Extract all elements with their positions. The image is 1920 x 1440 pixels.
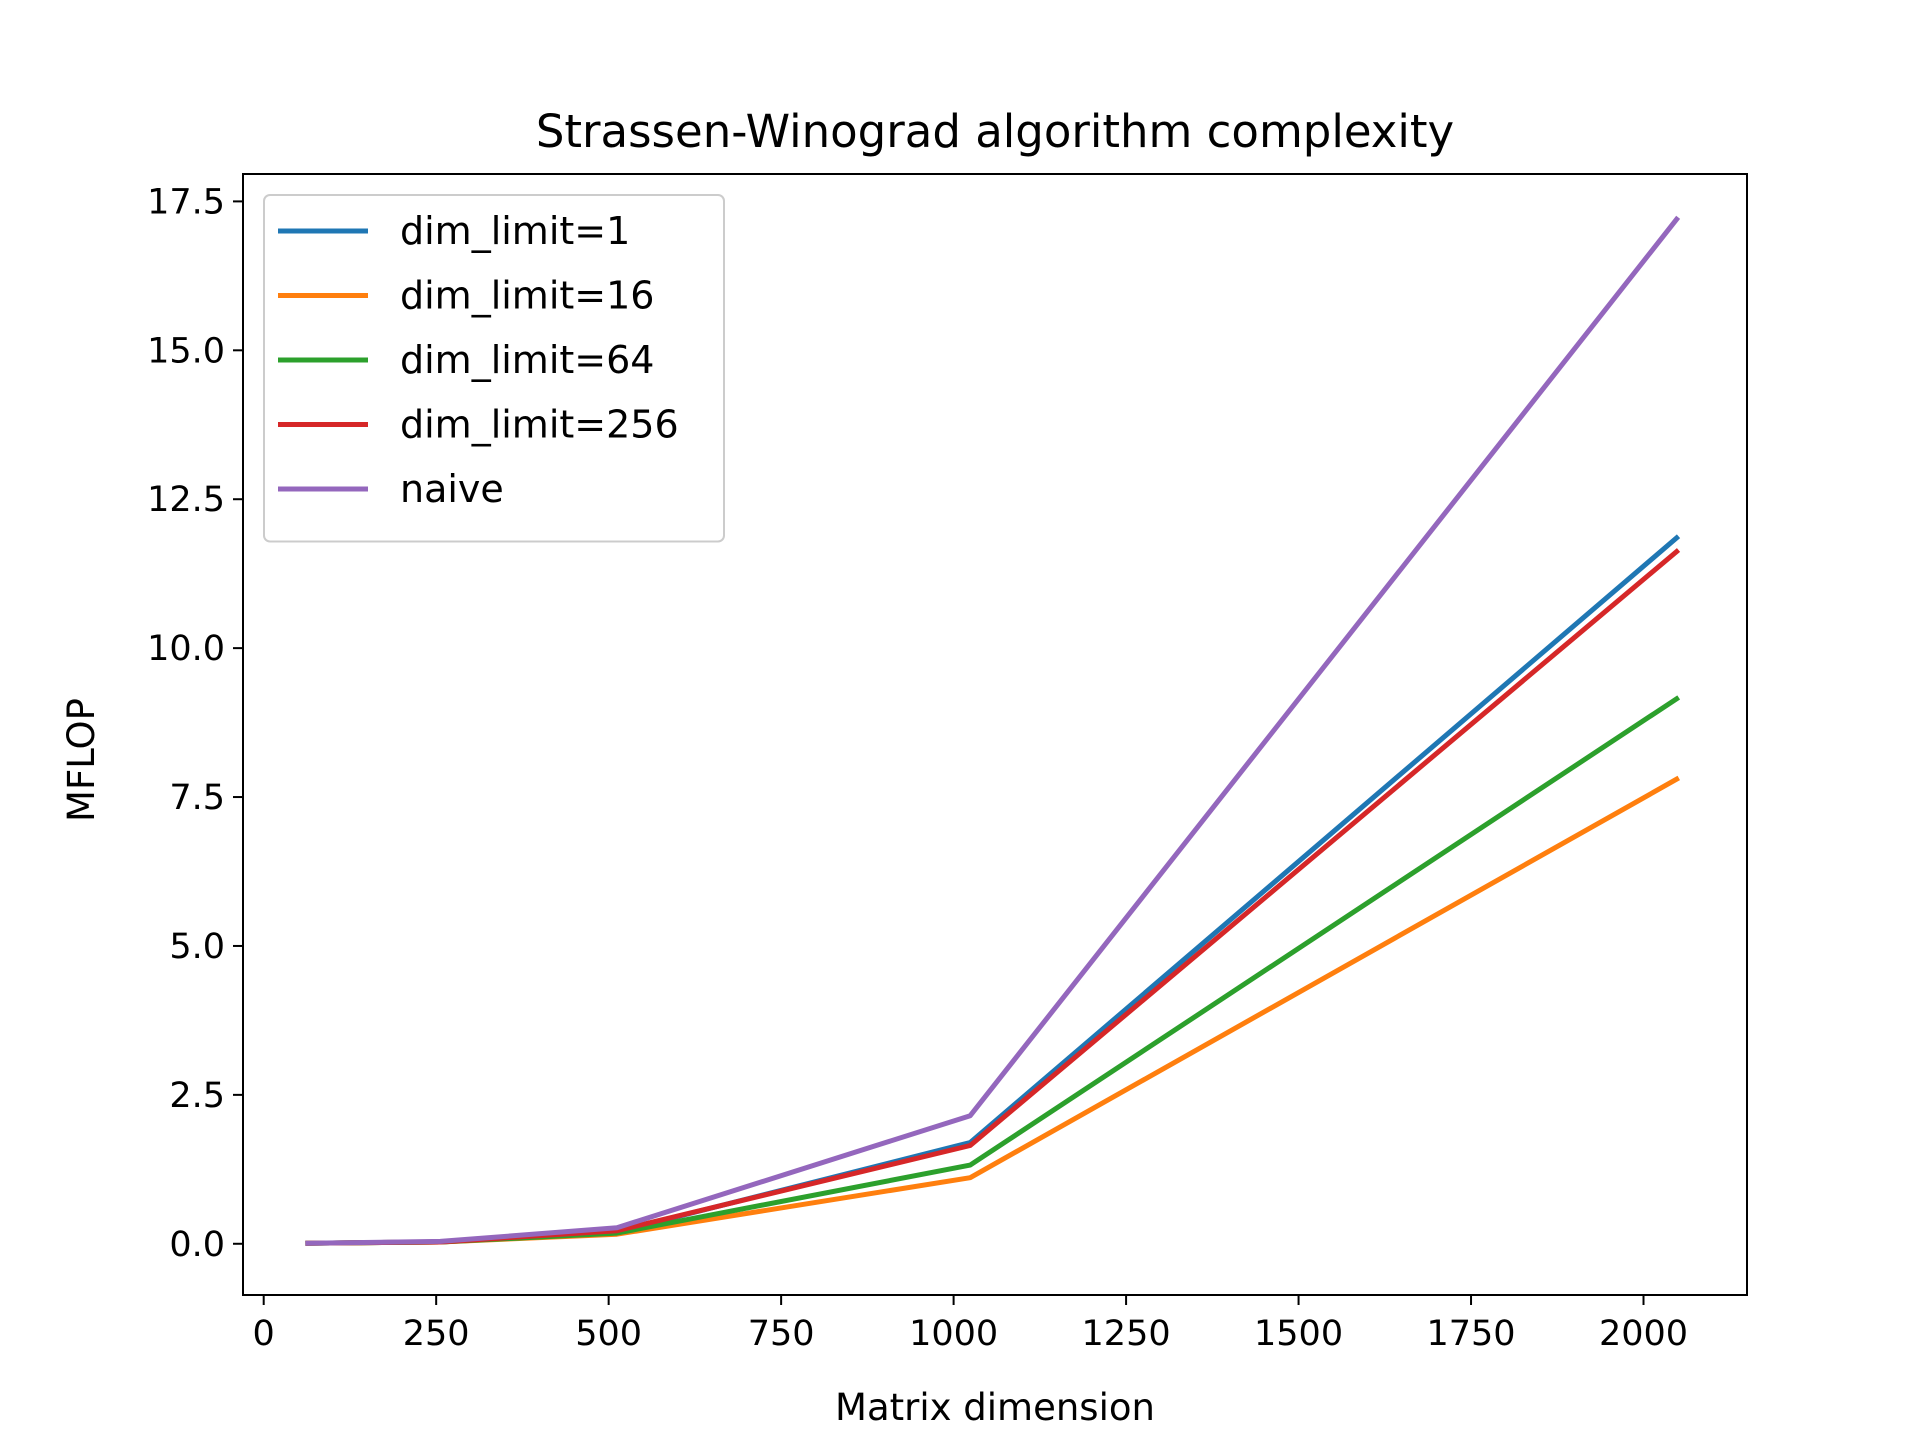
legend-label: dim_limit=16 — [400, 274, 654, 318]
x-tick-label: 0 — [253, 1314, 275, 1354]
y-tick-label: 5.0 — [169, 927, 225, 967]
x-axis-label: Matrix dimension — [835, 1386, 1155, 1429]
legend-label: dim_limit=1 — [400, 209, 630, 253]
y-tick-label: 2.5 — [169, 1076, 225, 1116]
x-tick-label: 1000 — [909, 1314, 998, 1354]
y-tick-label: 17.5 — [147, 182, 225, 222]
x-tick-label: 750 — [748, 1314, 815, 1354]
x-tick-label: 1250 — [1082, 1314, 1171, 1354]
series-lines — [305, 215, 1681, 1246]
x-tick-label: 250 — [403, 1314, 470, 1354]
x-tick-label: 500 — [575, 1314, 642, 1354]
legend: dim_limit=1 dim_limit=16 dim_limit=64 dim_l… — [263, 194, 725, 543]
plot-frame — [242, 173, 1748, 1296]
x-tick-label: 1500 — [1254, 1314, 1343, 1354]
chart-title: Strassen-Winograd algorithm complexity — [536, 105, 1454, 158]
x-tick-label: 2000 — [1599, 1314, 1688, 1354]
x-axis: 0 250 500 750 1000 1250 1500 1750 2000 — [253, 1295, 1688, 1354]
x-tick-label: 1750 — [1426, 1314, 1515, 1354]
y-tick-label: 10.0 — [147, 629, 225, 669]
legend-label: naive — [400, 467, 504, 511]
y-axis: 0.0 2.5 5.0 7.5 10.0 12.5 15.0 17.5 — [147, 182, 243, 1265]
y-tick-label: 12.5 — [147, 480, 225, 520]
y-tick-label: 0.0 — [169, 1225, 225, 1265]
legend-frame — [263, 194, 725, 543]
legend-label: dim_limit=256 — [400, 403, 679, 447]
y-tick-label: 7.5 — [169, 778, 225, 818]
series-line-4 — [305, 215, 1681, 1246]
y-tick-label: 15.0 — [147, 331, 225, 371]
legend-label: dim_limit=64 — [400, 338, 654, 382]
y-axis-label: MFLOP — [60, 698, 103, 822]
